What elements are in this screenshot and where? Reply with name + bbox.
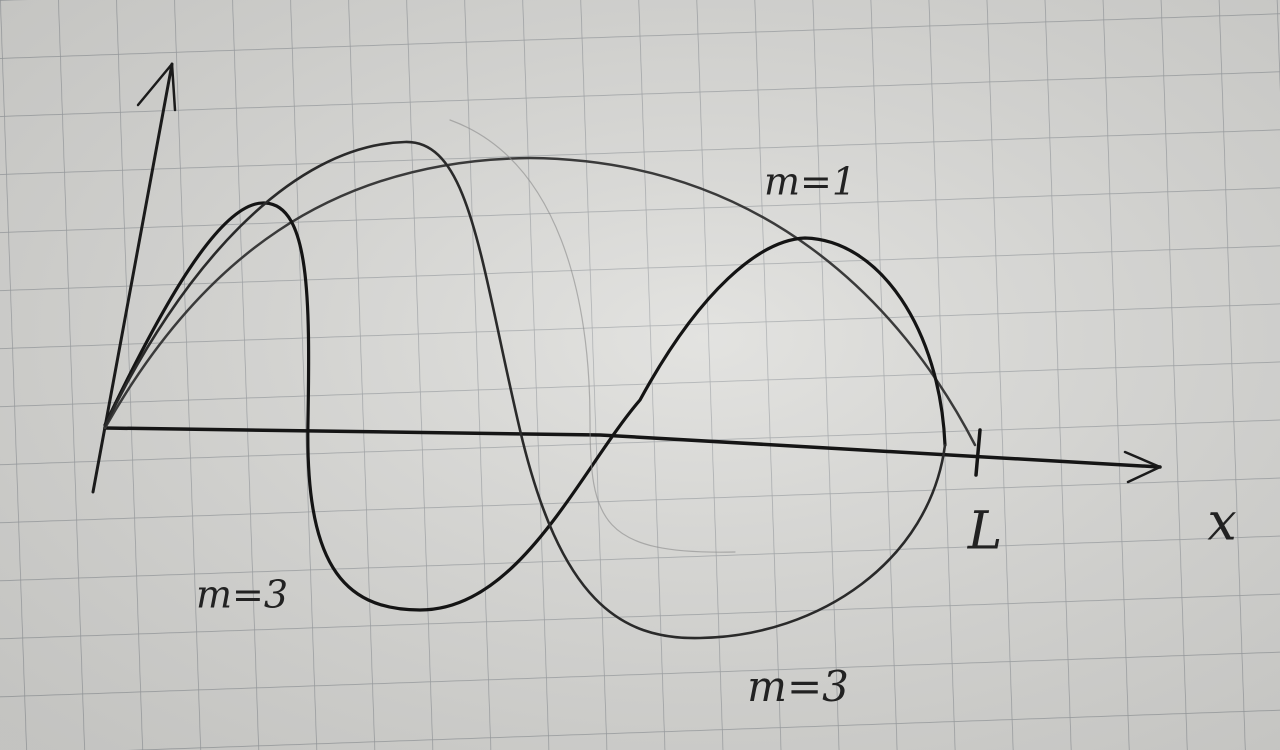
label-x-axis: x [1207,493,1236,553]
erased-trace [449,119,736,553]
y-axis-arrow [136,62,177,112]
x-axis [103,426,1162,469]
label-m1: m=1 [764,160,856,204]
mode-3-curve-b [103,140,947,640]
label-m3-left: m=3 [196,573,288,617]
mode-1-curve [103,156,977,447]
length-tick [974,428,982,477]
label-m3-bottom: m=3 [747,662,849,711]
x-axis-arrow [1123,450,1162,484]
label-length: L [967,502,1003,562]
